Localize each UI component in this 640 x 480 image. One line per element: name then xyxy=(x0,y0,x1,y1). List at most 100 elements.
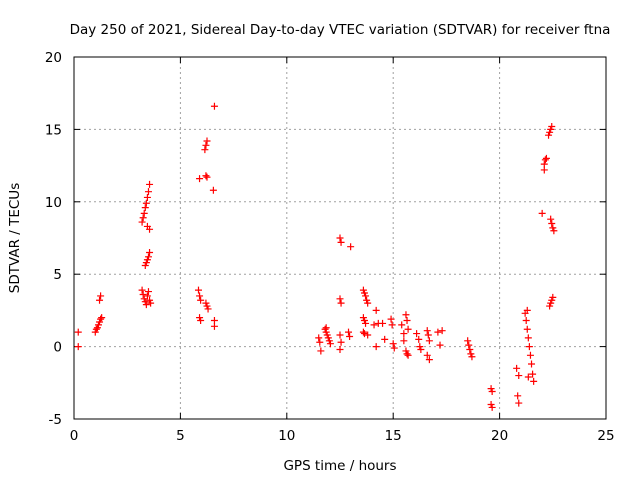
data-point xyxy=(372,306,380,314)
data-point xyxy=(337,238,345,246)
data-point xyxy=(146,248,154,256)
data-point xyxy=(97,315,105,323)
data-point xyxy=(547,215,555,223)
data-point xyxy=(550,227,558,235)
data-point xyxy=(362,319,370,327)
data-point xyxy=(402,311,410,319)
data-point xyxy=(336,345,344,353)
y-tick-label: 5 xyxy=(53,267,62,283)
data-point xyxy=(144,253,152,261)
data-point xyxy=(434,328,442,336)
data-point xyxy=(143,193,151,201)
data-point xyxy=(336,295,344,303)
data-point xyxy=(141,204,149,212)
data-point xyxy=(210,322,218,330)
y-tick-label: 20 xyxy=(45,50,62,66)
data-point xyxy=(523,325,531,333)
data-point xyxy=(98,314,106,322)
data-point xyxy=(146,180,154,188)
data-point xyxy=(138,286,146,294)
plot-area-frame xyxy=(73,56,607,420)
data-point xyxy=(364,299,372,307)
data-point xyxy=(147,299,155,307)
data-point xyxy=(202,141,210,149)
data-point xyxy=(388,321,396,329)
data-point xyxy=(524,373,532,381)
data-point xyxy=(423,351,431,359)
y-axis-label: SDTVAR / TECUs xyxy=(7,183,23,293)
data-point xyxy=(359,328,367,336)
data-point xyxy=(389,340,397,348)
data-points xyxy=(74,102,558,411)
x-tick-label: 15 xyxy=(385,428,402,444)
data-point xyxy=(387,315,395,323)
data-point xyxy=(404,325,412,333)
data-point xyxy=(96,296,104,304)
data-point xyxy=(209,186,217,194)
data-point xyxy=(538,209,546,217)
data-point xyxy=(390,344,398,352)
data-point xyxy=(400,330,408,338)
data-point xyxy=(143,292,151,300)
data-point xyxy=(381,335,389,343)
x-axis-label: GPS time / hours xyxy=(283,458,396,474)
data-point xyxy=(317,347,325,355)
data-point xyxy=(540,166,548,174)
data-point xyxy=(425,337,433,345)
data-point xyxy=(362,292,370,300)
data-point xyxy=(522,317,530,325)
data-point xyxy=(74,328,82,336)
data-point xyxy=(144,288,152,296)
data-point xyxy=(466,345,474,353)
data-point xyxy=(515,372,523,380)
data-point xyxy=(92,325,100,333)
axis-ticks: 0 5 10 15 20 25 -5 0 5 10 15 20 xyxy=(45,50,615,444)
data-point xyxy=(372,343,380,351)
data-point xyxy=(196,175,204,183)
data-point xyxy=(326,340,334,348)
data-point xyxy=(398,321,406,329)
x-tick-label: 10 xyxy=(278,428,295,444)
data-point xyxy=(403,317,411,325)
data-point xyxy=(142,301,150,309)
data-point xyxy=(315,334,323,342)
data-point xyxy=(404,351,412,359)
data-point xyxy=(142,199,150,207)
data-point xyxy=(528,360,536,368)
x-tick-label: 0 xyxy=(70,428,79,444)
data-point xyxy=(400,337,408,345)
data-point xyxy=(526,351,534,359)
data-point xyxy=(542,154,550,162)
data-point xyxy=(201,146,209,154)
data-point xyxy=(197,296,205,304)
data-point xyxy=(138,218,146,226)
data-point xyxy=(347,243,355,251)
data-point xyxy=(139,214,147,222)
data-point xyxy=(196,292,204,300)
data-point xyxy=(513,364,521,372)
data-point xyxy=(370,321,378,329)
data-point xyxy=(379,319,387,327)
data-point xyxy=(194,286,202,294)
data-point xyxy=(202,172,210,180)
data-point xyxy=(210,102,218,110)
data-point xyxy=(203,173,211,181)
data-point xyxy=(364,331,372,339)
data-point xyxy=(336,331,344,339)
data-point xyxy=(546,302,554,310)
data-point xyxy=(523,306,531,314)
data-point xyxy=(316,338,324,346)
data-point xyxy=(549,293,557,301)
y-tick-label: 10 xyxy=(45,195,62,211)
data-point xyxy=(203,137,211,145)
x-tick-label: 25 xyxy=(597,428,614,444)
data-point xyxy=(468,353,476,361)
data-point xyxy=(139,290,147,298)
data-point xyxy=(541,156,549,164)
data-point xyxy=(360,330,368,338)
data-point xyxy=(97,292,105,300)
data-point xyxy=(403,350,411,358)
data-point xyxy=(524,334,532,342)
y-tick-label: 0 xyxy=(53,340,62,356)
data-point xyxy=(144,188,152,196)
